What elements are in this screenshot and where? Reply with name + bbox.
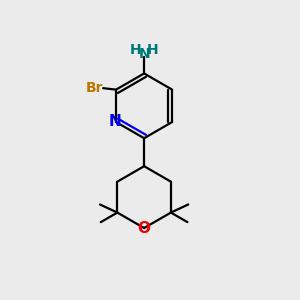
Text: O: O — [138, 220, 151, 236]
Text: N: N — [108, 114, 121, 129]
Text: N: N — [138, 47, 150, 61]
Text: H: H — [130, 43, 142, 57]
Text: H: H — [146, 43, 158, 57]
Text: Br: Br — [86, 81, 104, 95]
